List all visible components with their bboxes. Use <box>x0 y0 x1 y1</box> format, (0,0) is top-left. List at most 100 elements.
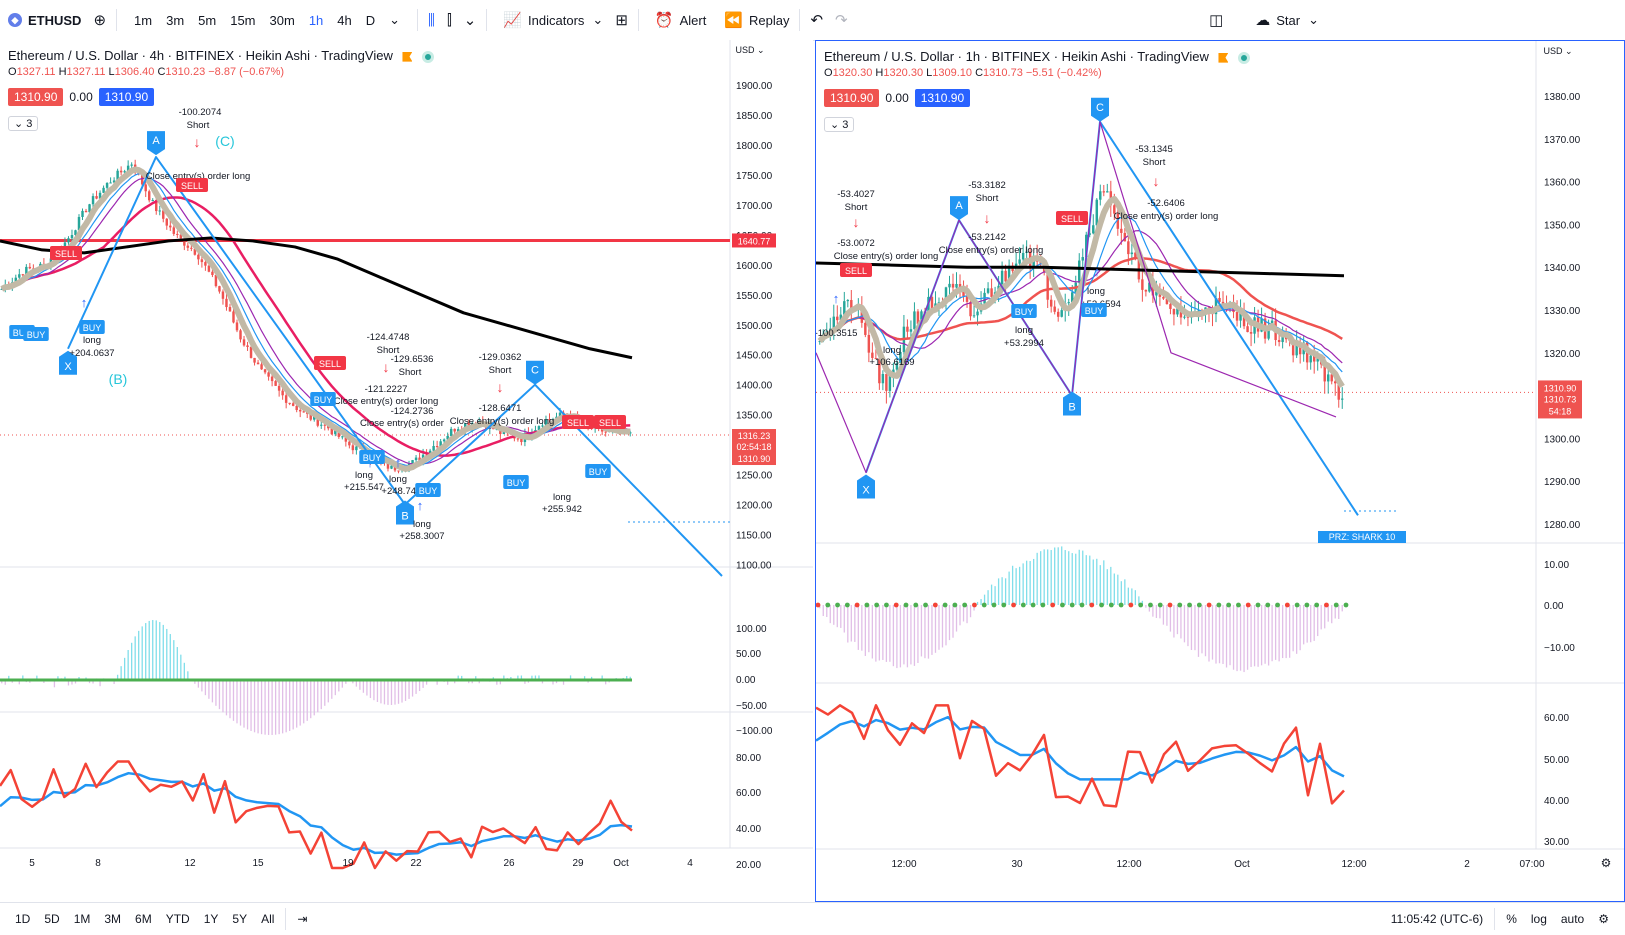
alert-button[interactable]: ⏰ Alert <box>643 0 712 40</box>
rsi-line <box>816 704 1345 808</box>
compare-add-icon[interactable]: ⊕ <box>93 12 107 29</box>
range-all[interactable]: All <box>261 912 275 926</box>
range-1d[interactable]: 1D <box>15 912 31 926</box>
candle-body <box>130 164 133 166</box>
star-button[interactable]: ☁ Star ⌄ <box>1243 0 1325 40</box>
bar-style-icon[interactable]: ⫼ <box>428 11 435 29</box>
candle-body <box>242 339 246 346</box>
macd-signal-dot <box>1020 602 1026 608</box>
candle-body <box>449 428 453 436</box>
candle-body <box>1106 191 1109 193</box>
undo-icon[interactable]: ↶ <box>810 12 824 29</box>
range-5d[interactable]: 5D <box>44 912 60 926</box>
candle-body <box>1326 374 1330 382</box>
replay-button[interactable]: ⏪ Replay <box>712 0 795 40</box>
candle-body <box>298 410 302 412</box>
candle-body <box>1330 374 1333 382</box>
candle-body <box>1186 316 1190 318</box>
chevron-down-icon[interactable]: ⌄ <box>463 12 477 29</box>
interval-5m[interactable]: 5m <box>198 12 217 28</box>
candle-body <box>899 352 902 364</box>
interval-4h[interactable]: 4h <box>337 12 352 28</box>
candle-style-icon[interactable]: ⫿ <box>446 11 452 29</box>
interval-30m[interactable]: 30m <box>269 12 295 28</box>
trade-label: long <box>355 470 373 481</box>
settings-gear-icon[interactable]: ⚙ <box>1598 912 1609 926</box>
buy-button[interactable]: 1310.90 <box>914 89 971 107</box>
trade-label: +106.6169 <box>869 357 914 368</box>
candle-body <box>1323 364 1326 382</box>
visibility-icon[interactable] <box>422 50 435 63</box>
percent-toggle[interactable]: % <box>1506 912 1517 926</box>
buy-sell-buttons: 1310.90 0.00 1310.90 <box>824 89 971 107</box>
layout-icon[interactable]: ◫ <box>1209 12 1224 29</box>
interval-15m[interactable]: 15m <box>230 12 256 28</box>
ema-200-line <box>816 261 1345 278</box>
buy-signal-badge: BUY <box>1015 307 1034 317</box>
templates-icon[interactable]: ⊞ <box>615 12 628 29</box>
macd-signal-dot <box>1343 602 1349 608</box>
candle-body <box>1113 205 1116 214</box>
macd-signal-dot <box>1255 602 1261 608</box>
price-tick: 1900.00 <box>736 81 773 92</box>
sell-signal-badge-bg <box>176 178 208 192</box>
chevron-down-icon: ⌄ <box>592 12 604 27</box>
divider <box>799 9 801 31</box>
interval-3m[interactable]: 3m <box>166 12 185 28</box>
log-toggle[interactable]: log <box>1530 912 1547 926</box>
chart-panel-4h[interactable]: USD ⌄ 1900.00 1850.00 1800.00 1750.00 1700.00… <box>0 40 813 902</box>
interval-d[interactable]: D <box>365 12 376 28</box>
trade-label: Short <box>976 193 999 204</box>
redo-icon[interactable]: ↷ <box>835 12 848 29</box>
indicators-button[interactable]: 📈 Indicators ⌄ <box>491 0 609 40</box>
candle-body <box>84 210 88 213</box>
clock-readout[interactable]: 11:05:42 (UTC-6) <box>1390 912 1484 926</box>
date-range-icon[interactable]: ⇥ <box>297 912 308 926</box>
macd-signal-dot <box>1060 602 1065 608</box>
interval-1m[interactable]: 1m <box>134 12 153 28</box>
candle-body <box>313 415 316 420</box>
buy-button[interactable]: 1310.90 <box>98 88 155 106</box>
indicator-collapse-button[interactable]: ⌄ 3 <box>824 117 855 132</box>
range-1m[interactable]: 1M <box>73 912 91 926</box>
chart-canvas-1h[interactable]: USD ⌄ 1380.00 1370.00 1360.00 1350.00 1340.00… <box>816 41 1624 901</box>
flag-icon[interactable] <box>402 51 413 62</box>
candle-body <box>119 170 123 173</box>
candle-body <box>28 266 32 269</box>
candle-body <box>151 200 154 202</box>
auto-toggle[interactable]: auto <box>1560 912 1585 926</box>
range-1y[interactable]: 1Y <box>203 912 219 926</box>
pattern-point-a: A <box>955 200 963 212</box>
chart-canvas-4h[interactable]: USD ⌄ 1900.00 1850.00 1800.00 1750.00 1700.00… <box>0 40 813 902</box>
sell-signal-badge: SELL <box>55 249 77 259</box>
chevron-down-icon[interactable]: ⌄ <box>389 12 401 27</box>
macd-signal-dot <box>1275 602 1280 608</box>
sell-button[interactable]: 1310.90 <box>8 88 64 106</box>
range-6m[interactable]: 6M <box>135 912 152 926</box>
candle-body <box>281 390 284 396</box>
macd-signal-dot <box>1040 602 1046 608</box>
candle-body <box>881 373 885 384</box>
macd-signal-dot <box>1167 602 1173 608</box>
candle-body <box>274 381 277 386</box>
visibility-icon[interactable] <box>1238 51 1251 64</box>
buy-signal-badge: BUY <box>507 478 526 488</box>
star-label: Star <box>1276 12 1301 28</box>
candle-body <box>955 283 958 288</box>
indicator-collapse-button[interactable]: ⌄ 3 <box>8 116 39 131</box>
chart-panel-1h[interactable]: USD ⌄ 1380.00 1370.00 1360.00 1350.00 1340.00… <box>815 40 1625 902</box>
candle-body <box>295 405 298 411</box>
interval-1h[interactable]: 1h <box>308 12 324 28</box>
trade-label: long <box>553 492 571 503</box>
candle-body <box>1242 311 1246 327</box>
flag-icon[interactable] <box>1218 52 1229 63</box>
range-5y[interactable]: 5Y <box>232 912 248 926</box>
symbol-search[interactable]: ◆ ETHUSD <box>0 0 87 40</box>
candle-body <box>253 357 256 363</box>
sell-button[interactable]: 1310.90 <box>824 89 880 107</box>
candle-body <box>871 352 874 358</box>
range-3m[interactable]: 3M <box>104 912 122 926</box>
range-ytd[interactable]: YTD <box>165 912 190 926</box>
macd-tick: 10.00 <box>1544 560 1569 571</box>
divider <box>486 9 488 31</box>
